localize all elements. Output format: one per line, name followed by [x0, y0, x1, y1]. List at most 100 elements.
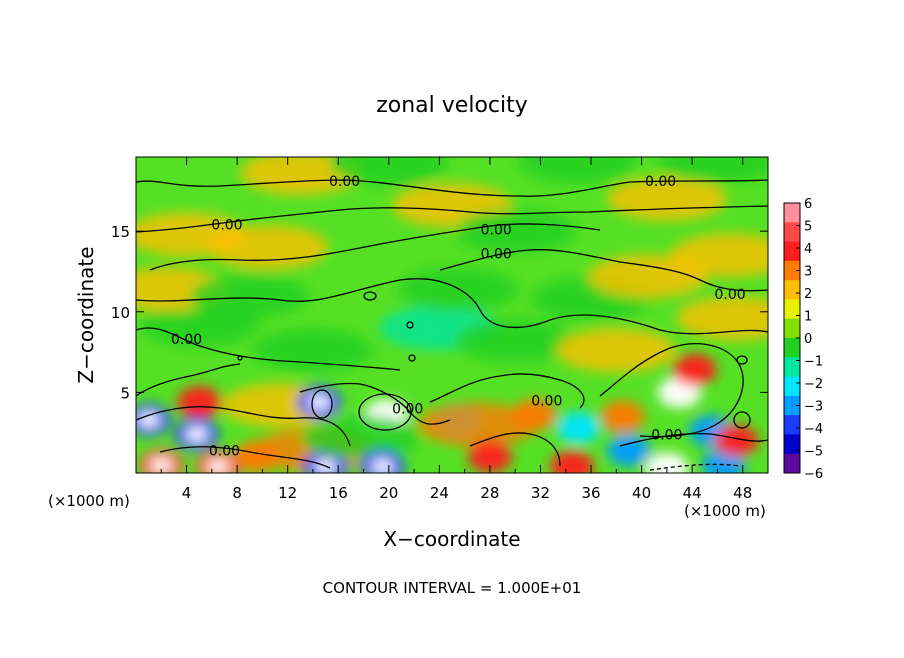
contour-line — [429, 373, 585, 409]
field-cell — [556, 328, 677, 373]
contour-line — [149, 223, 601, 271]
field-cell — [600, 400, 645, 433]
field-core — [308, 395, 331, 410]
x-tick-label: 40 — [632, 484, 651, 502]
field-cell — [512, 398, 557, 431]
colorbar-tick-label: −3 — [804, 400, 823, 415]
colorbar-segment — [784, 260, 800, 281]
contour-labels: 0.00 0.00 0.00 0.00 0.00 0.00 0.00 0.00 0.00 0.00… — [171, 174, 746, 459]
contour-line — [299, 382, 451, 425]
field-core — [185, 427, 208, 442]
colorbar-tick-label: −2 — [804, 377, 823, 392]
contour-line — [469, 432, 561, 467]
contour-line — [136, 179, 768, 197]
plot-area: 0.00 0.00 0.00 0.00 0.00 0.00 0.00 0.00 0.00 0.00… — [136, 157, 768, 473]
field-cell — [300, 415, 421, 460]
field-core — [655, 461, 678, 473]
colorbar-tick-label: 3 — [804, 265, 812, 280]
contour-label: 0.00 — [531, 393, 562, 409]
field-core — [150, 457, 173, 472]
plot-frame — [135, 156, 769, 474]
colorbar: 6 5 4 3 2 1 0 −1 −2 −3 −4 −5 −6 — [783, 197, 823, 482]
contour-label: 0.00 — [645, 174, 676, 190]
contour-label: 0.00 — [392, 402, 423, 418]
colorbar-segment — [784, 415, 800, 435]
field-cell — [672, 353, 717, 386]
colorbar-segment — [784, 376, 800, 397]
contour-label: 0.00 — [651, 427, 682, 443]
x-axis: 4 8 12 16 20 24 28 32 36 40 44 48 — [160, 157, 752, 502]
colorbar-tick-label: 5 — [804, 220, 812, 235]
colorbar-tick-label: 6 — [804, 197, 812, 212]
colorbar-segment — [784, 280, 800, 300]
x-tick-label: 20 — [379, 484, 398, 502]
contour-interval-note: CONTOUR INTERVAL = 1.000E+01 — [323, 579, 582, 597]
field-cell — [455, 318, 576, 363]
colorbar-tick-label: −1 — [804, 355, 823, 370]
x-axis-unit-right: (×1000 m) — [684, 502, 766, 520]
contour-loop — [733, 411, 751, 429]
y-axis: 5 10 15 — [111, 223, 768, 402]
x-axis-label: X−coordinate — [383, 527, 520, 551]
contour-loop — [406, 321, 414, 329]
contour-line — [136, 327, 401, 371]
field-cell — [670, 233, 768, 278]
field-cell — [177, 386, 222, 419]
field-cell — [467, 440, 512, 473]
colorbar-segment — [784, 203, 800, 223]
colorbar-segment — [784, 338, 800, 358]
x-tick-label: 16 — [329, 484, 348, 502]
contour-loop — [736, 355, 748, 365]
field-cell — [417, 402, 538, 447]
field-cell — [328, 157, 449, 186]
contour-line — [439, 249, 768, 292]
field-core — [371, 459, 394, 473]
x-tick-label: 4 — [182, 484, 192, 502]
colorbar-segment — [784, 222, 800, 243]
colorbar-segment — [784, 395, 800, 416]
field-cell — [606, 434, 651, 467]
y-tick-label: 15 — [111, 223, 130, 241]
colorbar-tick-label: 4 — [804, 242, 812, 257]
velocity-field — [136, 157, 768, 473]
colorbar-tick-label: 1 — [804, 310, 812, 325]
contour-label: 0.00 — [209, 443, 240, 459]
contour-label: 0.00 — [211, 218, 242, 234]
field-core — [207, 459, 230, 473]
colorbar-segment — [784, 318, 800, 339]
x-tick-label: 24 — [430, 484, 449, 502]
colorbar-tick-label: 2 — [804, 287, 812, 302]
field-cell — [714, 424, 759, 457]
colorbar-tick-label: −5 — [804, 445, 823, 460]
field-cell — [550, 450, 595, 473]
field-cell — [518, 157, 639, 184]
x-tick-label: 48 — [733, 484, 752, 502]
contour-loop — [358, 393, 412, 431]
contour-label: 0.00 — [329, 174, 360, 190]
field-cell — [556, 411, 601, 444]
colorbar-segment — [784, 357, 800, 378]
contour-line — [599, 343, 744, 438]
contour-loop — [237, 355, 243, 361]
colorbar-tick-label: 0 — [804, 332, 812, 347]
contour-line — [619, 432, 768, 447]
field-core — [668, 385, 691, 400]
colorbar-segment — [784, 453, 800, 474]
contour-label: 0.00 — [714, 287, 745, 303]
field-core — [137, 412, 160, 427]
colorbar-segment — [784, 299, 800, 320]
y-axis-label: Z−coordinate — [74, 246, 98, 383]
x-tick-label: 28 — [480, 484, 499, 502]
colorbar-segment — [784, 434, 800, 455]
contour-line — [136, 278, 768, 335]
colorbar-tick-label: −4 — [804, 422, 823, 437]
contour-line — [136, 205, 768, 233]
contour-line-dashed — [649, 463, 741, 471]
field-cell — [455, 209, 576, 254]
contour-line — [136, 406, 351, 447]
contour-loop — [408, 354, 416, 362]
colorbar-segment — [784, 241, 800, 262]
zero-contours — [136, 179, 768, 471]
chart-title: zonal velocity — [376, 93, 528, 118]
